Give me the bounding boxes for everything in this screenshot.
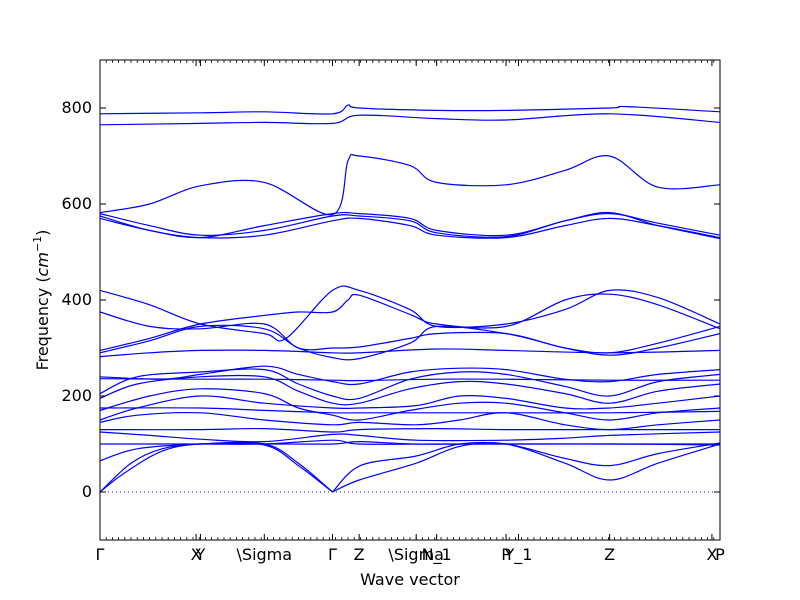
x-tick-label: Γ [96,545,105,564]
y-tick-label: 200 [61,386,92,405]
phonon-band-26 [100,113,720,126]
phonon-band-25 [100,153,720,216]
y-axis-label: Frequency (cm−1) [31,230,52,371]
x-tick-label: Γ [328,545,337,564]
x-tick-label: Y_1 [504,545,533,565]
y-axis-unit-exp: −1 [31,236,44,252]
x-tick-label: P [501,545,511,564]
y-tick-label: 400 [61,290,92,309]
phonon-band-8 [100,427,720,433]
phonon-band-27 [100,104,720,115]
y-tick-label: 800 [61,98,92,117]
phonon-band-13 [100,374,720,406]
phonon-band-16 [100,378,720,382]
phonon-band-12 [100,407,720,414]
x-tick-label: X [706,545,717,564]
x-tick-label: \Sigma [237,545,293,564]
x-axis-label: Wave vector [360,570,460,589]
x-tick-label: Z [354,545,365,564]
y-axis-unit: cm [33,252,52,276]
phonon-band-7 [100,431,720,443]
phonon-band-4 [100,439,720,446]
y-tick-label: 0 [82,482,92,501]
phonon-band-9 [100,412,720,431]
phonon-band-24 [100,211,720,240]
phonon-band-21 [100,285,720,342]
bands-layer [100,104,720,493]
plot-background [100,60,720,540]
phonon-band-6 [332,441,720,493]
x-tick-label: P [715,545,725,564]
x-tick-label: Y [195,545,206,564]
x-tick-label: Z [604,545,615,564]
phonon-band-11 [100,388,720,421]
phonon-band-23 [100,212,720,238]
phonon-band-15 [100,365,720,386]
plot-frame [99,59,721,541]
y-axis-label-text: Frequency [33,288,52,371]
y-tick-label: 600 [61,194,92,213]
x-tick-label: \Sigma [388,545,444,564]
phonon-band-10 [100,394,720,421]
x-tick-label: N_1 [422,545,452,565]
phonon-band-20 [100,311,720,354]
x-tick-label: X [191,545,202,564]
phonon-band-14 [100,368,720,401]
